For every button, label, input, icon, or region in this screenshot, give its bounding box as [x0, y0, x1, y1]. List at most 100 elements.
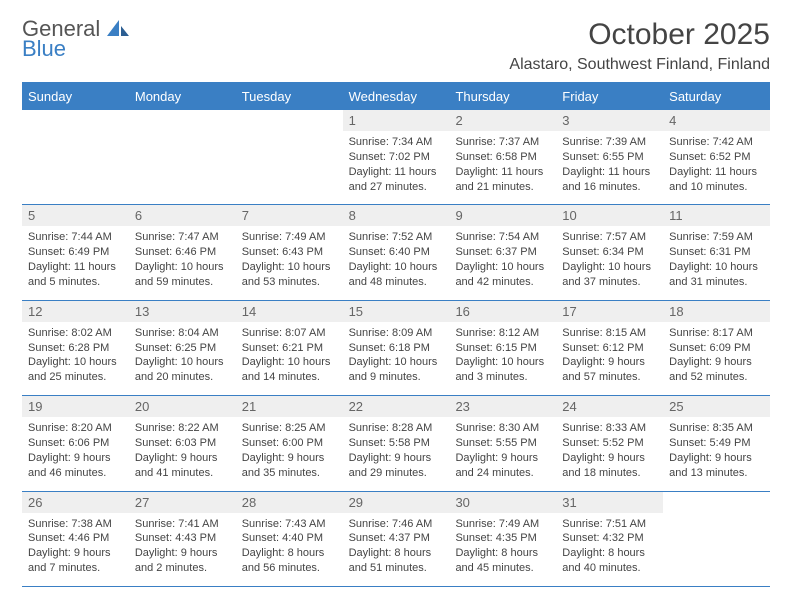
calendar-cell: 25Sunrise: 8:35 AMSunset: 5:49 PMDayligh…	[663, 396, 770, 490]
day-number: 13	[129, 301, 236, 322]
day-info: Sunrise: 8:17 AMSunset: 6:09 PMDaylight:…	[669, 326, 764, 385]
calendar-week: 5Sunrise: 7:44 AMSunset: 6:49 PMDaylight…	[22, 205, 770, 300]
day-info-line: Daylight: 11 hours	[455, 165, 550, 180]
day-info-line: Daylight: 11 hours	[669, 165, 764, 180]
calendar: SundayMondayTuesdayWednesdayThursdayFrid…	[22, 82, 770, 587]
calendar-cell: 8Sunrise: 7:52 AMSunset: 6:40 PMDaylight…	[343, 205, 450, 299]
calendar-cell: 13 Sunrise: 8:04 AMSunset: 6:25 PMDayligh…	[129, 301, 236, 395]
calendar-cell: 2Sunrise: 7:37 AMSunset: 6:58 PMDaylight…	[449, 110, 556, 204]
day-info-line: Sunrise: 8:20 AM	[28, 421, 123, 436]
calendar-week: ...1Sunrise: 7:34 AMSunset: 7:02 PMDayli…	[22, 110, 770, 205]
weekday-header: Friday	[556, 84, 663, 110]
day-info-line: Sunrise: 7:49 AM	[242, 230, 337, 245]
calendar-cell: 10Sunrise: 7:57 AMSunset: 6:34 PMDayligh…	[556, 205, 663, 299]
logo-sail-icon	[107, 23, 129, 40]
day-info-line: Daylight: 9 hours	[669, 355, 764, 370]
day-info: Sunrise: 8:04 AMSunset: 6:25 PMDaylight:…	[135, 326, 230, 385]
day-number: 31	[556, 492, 663, 513]
day-info-line: Daylight: 10 hours	[669, 260, 764, 275]
day-info-line: Sunset: 5:52 PM	[562, 436, 657, 451]
day-number: 6	[129, 205, 236, 226]
day-info-line: Sunrise: 7:47 AM	[135, 230, 230, 245]
day-info: Sunrise: 8:15 AMSunset: 6:12 PMDaylight:…	[562, 326, 657, 385]
day-info: Sunrise: 8:28 AMSunset: 5:58 PMDaylight:…	[349, 421, 444, 480]
day-info: Sunrise: 8:30 AMSunset: 5:55 PMDaylight:…	[455, 421, 550, 480]
calendar-cell: .	[129, 110, 236, 204]
day-info-line: and 2 minutes.	[135, 561, 230, 576]
day-info-line: Sunrise: 7:54 AM	[455, 230, 550, 245]
day-info-line: and 3 minutes.	[455, 370, 550, 385]
logo: General Blue	[22, 18, 129, 60]
day-info-line: and 29 minutes.	[349, 466, 444, 481]
day-info: Sunrise: 8:20 AMSunset: 6:06 PMDaylight:…	[28, 421, 123, 480]
day-number: 3	[556, 110, 663, 131]
day-info: Sunrise: 7:47 AMSunset: 6:46 PMDaylight:…	[135, 230, 230, 289]
day-info: Sunrise: 7:41 AMSunset: 4:43 PMDaylight:…	[135, 517, 230, 576]
day-info-line: Sunrise: 7:57 AM	[562, 230, 657, 245]
day-number: 12	[22, 301, 129, 322]
day-info-line: Daylight: 9 hours	[28, 451, 123, 466]
day-info-line: Sunrise: 8:09 AM	[349, 326, 444, 341]
day-number: 28	[236, 492, 343, 513]
day-info-line: and 20 minutes.	[135, 370, 230, 385]
calendar-cell: 1Sunrise: 7:34 AMSunset: 7:02 PMDaylight…	[343, 110, 450, 204]
day-info-line: Daylight: 10 hours	[135, 260, 230, 275]
day-number: 23	[449, 396, 556, 417]
day-info-line: Daylight: 11 hours	[28, 260, 123, 275]
day-info-line: Sunrise: 8:02 AM	[28, 326, 123, 341]
day-info-line: Daylight: 11 hours	[349, 165, 444, 180]
calendar-cell: 17 Sunrise: 8:15 AMSunset: 6:12 PMDayligh…	[556, 301, 663, 395]
day-info-line: and 7 minutes.	[28, 561, 123, 576]
day-info-line: and 52 minutes.	[669, 370, 764, 385]
calendar-cell: .	[22, 110, 129, 204]
weekday-header: Wednesday	[343, 84, 450, 110]
day-info-line: and 31 minutes.	[669, 275, 764, 290]
day-number: 15	[343, 301, 450, 322]
day-info: Sunrise: 7:39 AMSunset: 6:55 PMDaylight:…	[562, 135, 657, 194]
day-number: 18	[663, 301, 770, 322]
day-info-line: Daylight: 8 hours	[562, 546, 657, 561]
calendar-cell: 31Sunrise: 7:51 AMSunset: 4:32 PMDayligh…	[556, 492, 663, 586]
day-info: Sunrise: 8:07 AMSunset: 6:21 PMDaylight:…	[242, 326, 337, 385]
day-info-line: Daylight: 10 hours	[349, 355, 444, 370]
day-info-line: Sunset: 7:02 PM	[349, 150, 444, 165]
day-info-line: Sunset: 4:32 PM	[562, 531, 657, 546]
weekday-header: Thursday	[449, 84, 556, 110]
day-info-line: and 59 minutes.	[135, 275, 230, 290]
day-info-line: Sunrise: 7:52 AM	[349, 230, 444, 245]
calendar-cell: 7Sunrise: 7:49 AMSunset: 6:43 PMDaylight…	[236, 205, 343, 299]
day-info: Sunrise: 7:44 AMSunset: 6:49 PMDaylight:…	[28, 230, 123, 289]
day-info-line: Sunset: 4:40 PM	[242, 531, 337, 546]
day-info-line: Sunrise: 8:25 AM	[242, 421, 337, 436]
day-info-line: Daylight: 10 hours	[242, 260, 337, 275]
day-info-line: Sunset: 5:49 PM	[669, 436, 764, 451]
day-info: Sunrise: 8:22 AMSunset: 6:03 PMDaylight:…	[135, 421, 230, 480]
day-info-line: and 46 minutes.	[28, 466, 123, 481]
calendar-cell: 9Sunrise: 7:54 AMSunset: 6:37 PMDaylight…	[449, 205, 556, 299]
day-info: Sunrise: 7:46 AMSunset: 4:37 PMDaylight:…	[349, 517, 444, 576]
day-number: 27	[129, 492, 236, 513]
weekday-header: Tuesday	[236, 84, 343, 110]
day-info-line: Daylight: 9 hours	[242, 451, 337, 466]
day-info-line: Sunset: 6:52 PM	[669, 150, 764, 165]
day-number: 7	[236, 205, 343, 226]
day-info: Sunrise: 8:12 AMSunset: 6:15 PMDaylight:…	[455, 326, 550, 385]
day-info: Sunrise: 7:43 AMSunset: 4:40 PMDaylight:…	[242, 517, 337, 576]
day-info-line: and 45 minutes.	[455, 561, 550, 576]
day-info-line: Daylight: 9 hours	[562, 451, 657, 466]
day-info-line: Daylight: 9 hours	[135, 451, 230, 466]
day-info-line: Daylight: 10 hours	[455, 355, 550, 370]
day-number: 4	[663, 110, 770, 131]
day-info-line: Sunrise: 8:15 AM	[562, 326, 657, 341]
day-info-line: Sunset: 5:58 PM	[349, 436, 444, 451]
day-info-line: Sunset: 6:58 PM	[455, 150, 550, 165]
day-number: 9	[449, 205, 556, 226]
day-info-line: Sunrise: 7:34 AM	[349, 135, 444, 150]
day-info-line: Sunset: 6:18 PM	[349, 341, 444, 356]
calendar-week: 12Sunrise: 8:02 AMSunset: 6:28 PMDayligh…	[22, 301, 770, 396]
day-info: Sunrise: 7:49 AMSunset: 4:35 PMDaylight:…	[455, 517, 550, 576]
day-info-line: Daylight: 10 hours	[562, 260, 657, 275]
day-info-line: Sunset: 4:43 PM	[135, 531, 230, 546]
day-number: 17	[556, 301, 663, 322]
day-info-line: Sunset: 6:09 PM	[669, 341, 764, 356]
